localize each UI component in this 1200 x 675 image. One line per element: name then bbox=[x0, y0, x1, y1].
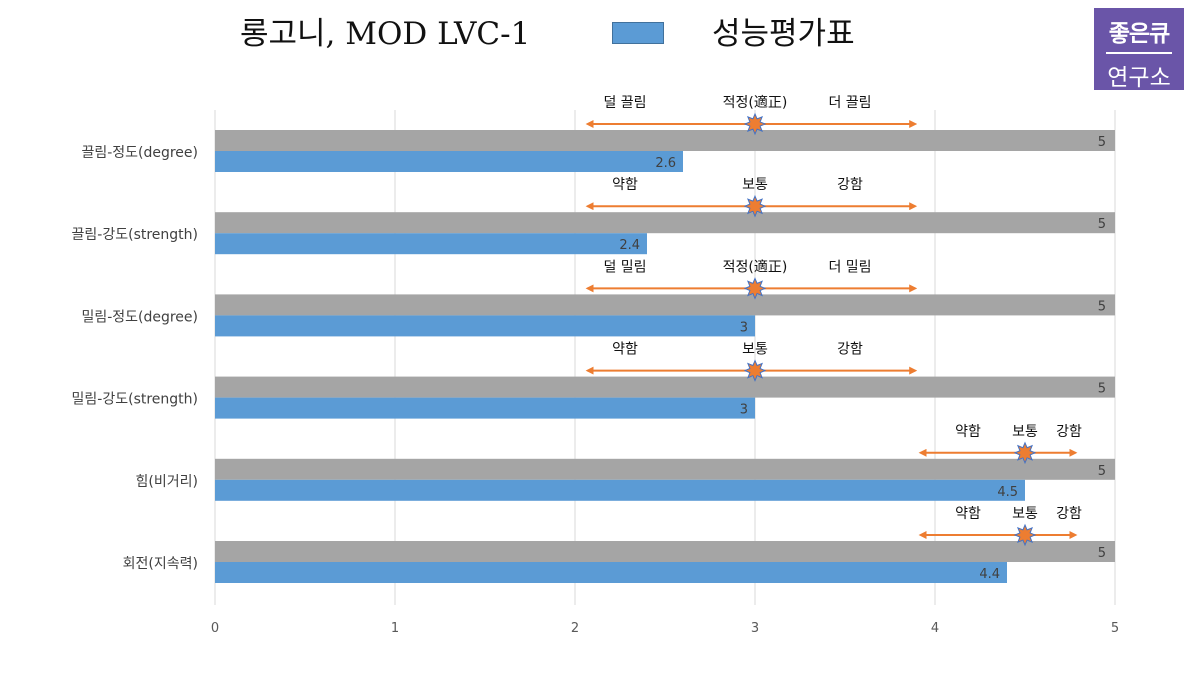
annotation-left: 약함 bbox=[955, 424, 981, 440]
brand-logo: 좋은큐 연구소 bbox=[1094, 8, 1184, 91]
data-label-score: 4.5 bbox=[997, 485, 1018, 500]
star-marker bbox=[743, 359, 767, 382]
annotation-right: 더 밀림 bbox=[828, 259, 871, 275]
chart-title: 롱고니, MOD LVC-1 bbox=[240, 16, 531, 52]
annotation-right: 강함 bbox=[1056, 506, 1082, 522]
data-label-score: 3 bbox=[740, 403, 748, 418]
bar-max bbox=[215, 130, 1115, 151]
annotation-right: 강함 bbox=[837, 342, 863, 358]
logo-line-1: 좋은큐 bbox=[1108, 21, 1170, 47]
data-label-max: 5 bbox=[1098, 217, 1106, 232]
logo-divider bbox=[1106, 52, 1172, 54]
annotation-left: 덜 끌림 bbox=[603, 95, 646, 111]
annotation-center: 보통 bbox=[742, 342, 768, 358]
bar-score bbox=[215, 315, 755, 337]
x-tick-label: 0 bbox=[211, 621, 219, 636]
annotation-center: 적정(適正) bbox=[723, 258, 788, 275]
data-label-max: 5 bbox=[1098, 299, 1106, 314]
bar-score bbox=[215, 151, 683, 172]
data-label-max: 5 bbox=[1098, 464, 1106, 479]
data-label-score: 2.4 bbox=[619, 238, 640, 253]
x-tick-label: 2 bbox=[571, 621, 579, 636]
bar-max bbox=[215, 294, 1115, 316]
annotation-left: 약함 bbox=[612, 177, 638, 193]
category-label: 끌림-정도(degree) bbox=[81, 145, 198, 161]
star-marker bbox=[743, 112, 767, 136]
data-label-score: 3 bbox=[740, 320, 748, 335]
legend-label: 성능평가표 bbox=[712, 16, 855, 52]
annotation-center: 보통 bbox=[742, 177, 768, 193]
category-label: 밀림-정도(degree) bbox=[81, 309, 198, 325]
annotation-center: 보통 bbox=[1012, 424, 1038, 440]
annotation-center: 보통 bbox=[1012, 506, 1038, 522]
data-label-score: 2.6 bbox=[655, 156, 676, 171]
x-tick-label: 4 bbox=[931, 621, 939, 636]
data-label-max: 5 bbox=[1098, 382, 1106, 397]
bar-max bbox=[215, 458, 1115, 480]
annotation-left: 덜 밀림 bbox=[603, 259, 646, 275]
star-marker bbox=[1013, 441, 1037, 465]
category-label: 밀림-강도(strength) bbox=[72, 392, 198, 408]
x-tick-label: 3 bbox=[751, 621, 759, 636]
data-label-max: 5 bbox=[1098, 135, 1106, 150]
bar-max bbox=[215, 541, 1115, 562]
bar-score bbox=[215, 397, 755, 419]
bar-max bbox=[215, 212, 1115, 234]
star-marker bbox=[743, 277, 767, 300]
star-marker bbox=[1013, 523, 1037, 547]
x-tick-label: 5 bbox=[1111, 621, 1119, 636]
annotation-right: 강함 bbox=[837, 177, 863, 193]
data-label-score: 4.4 bbox=[979, 567, 1000, 582]
category-label: 끌림-강도(strength) bbox=[72, 227, 198, 243]
bar-max bbox=[215, 376, 1115, 398]
x-tick-label: 1 bbox=[391, 621, 399, 636]
annotation-right: 더 끌림 bbox=[828, 95, 871, 111]
category-label: 회전(지속력) bbox=[123, 556, 198, 572]
data-label-max: 5 bbox=[1098, 546, 1106, 561]
bar-score bbox=[215, 479, 1025, 501]
star-marker bbox=[743, 194, 767, 218]
annotation-center: 적정(適正) bbox=[723, 94, 788, 111]
legend-swatch bbox=[612, 22, 664, 44]
bar-score bbox=[215, 562, 1007, 583]
category-label: 힘(비거리) bbox=[136, 474, 198, 490]
annotation-left: 약함 bbox=[612, 342, 638, 358]
annotation-right: 강함 bbox=[1056, 424, 1082, 440]
annotation-left: 약함 bbox=[955, 506, 981, 522]
logo-line-2: 연구소 bbox=[1107, 65, 1171, 91]
bar-score bbox=[215, 233, 647, 255]
